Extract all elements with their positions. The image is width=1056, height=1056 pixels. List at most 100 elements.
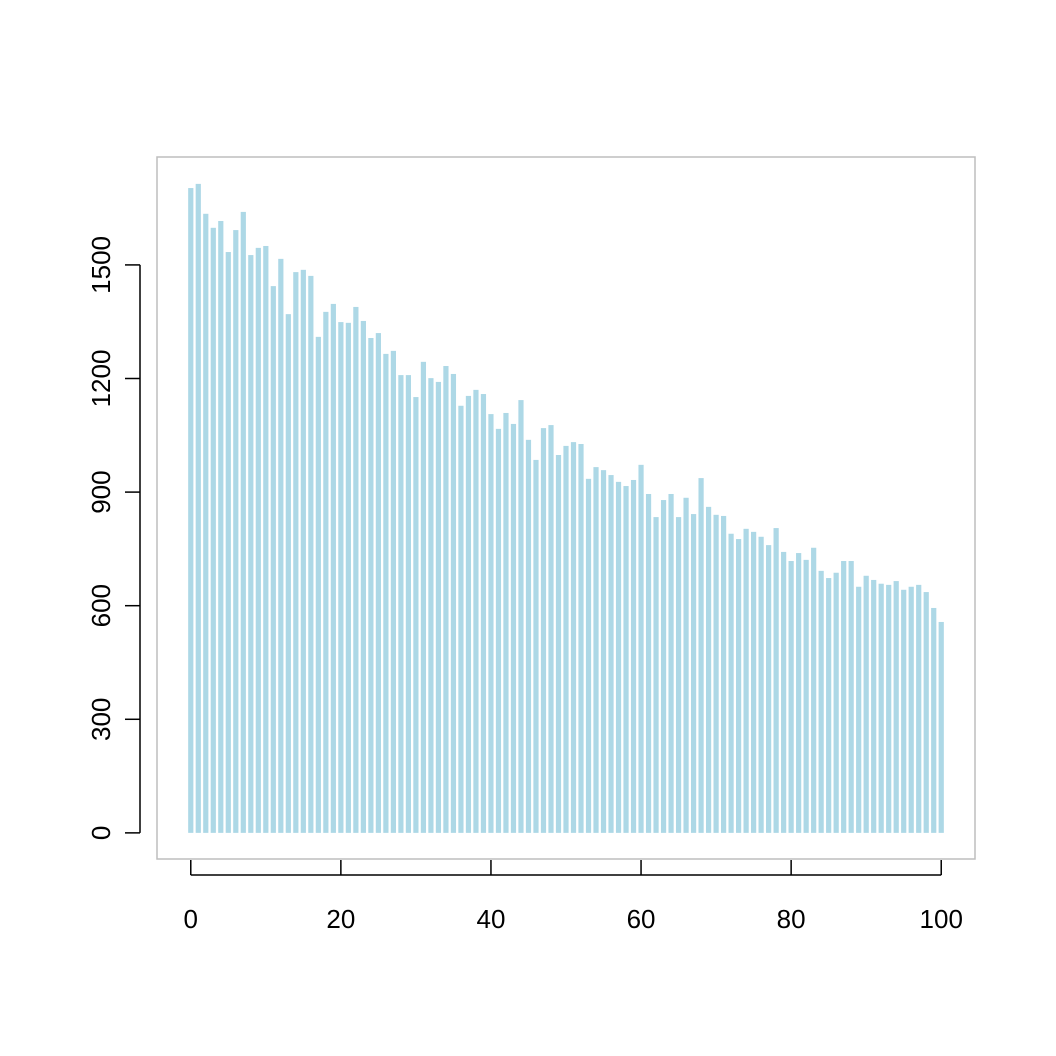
bar: [188, 188, 194, 833]
y-tick-label: 900: [86, 470, 116, 513]
bar: [548, 425, 554, 833]
bar: [420, 361, 427, 833]
bar: [743, 528, 749, 833]
bar: [398, 375, 404, 833]
bar: [600, 470, 607, 833]
bar: [345, 322, 351, 833]
bar: [300, 269, 306, 833]
bar: [683, 497, 689, 833]
bar: [353, 306, 359, 833]
bar: [811, 547, 817, 833]
bar: [916, 584, 922, 833]
bar: [458, 405, 464, 833]
bar: [773, 528, 779, 833]
bar: [608, 475, 614, 833]
bar: [863, 575, 869, 833]
bar: [428, 378, 434, 833]
bar: [623, 486, 629, 833]
bar: [848, 561, 854, 833]
bar: [931, 607, 937, 833]
bar: [878, 583, 884, 833]
bar: [315, 336, 321, 833]
bar: [540, 428, 547, 833]
bar: [218, 220, 224, 833]
bar: [285, 314, 291, 833]
bar: [690, 514, 697, 833]
bar: [263, 245, 269, 833]
bar: [893, 581, 899, 833]
y-tick-label: 1200: [86, 350, 116, 408]
y-tick-label: 600: [86, 584, 116, 627]
bar: [233, 230, 239, 833]
bar: [330, 303, 336, 833]
bar: [473, 389, 479, 833]
bar: [593, 467, 599, 833]
bar: [751, 531, 757, 833]
bar: [698, 478, 704, 833]
bar: [390, 350, 396, 833]
bar: [645, 493, 652, 833]
bar: [713, 514, 719, 833]
bar: [195, 183, 201, 833]
x-tick-label: 20: [326, 904, 355, 934]
bar: [901, 589, 907, 833]
bar: [630, 479, 637, 833]
bar: [338, 322, 344, 833]
bar: [465, 395, 472, 833]
bar: [728, 533, 734, 833]
bar: [255, 247, 261, 833]
x-tick-label: 100: [920, 904, 963, 934]
bar: [705, 506, 712, 833]
bar: [240, 211, 246, 833]
bar: [533, 459, 539, 833]
bar: [803, 559, 809, 833]
bar: [871, 579, 877, 833]
bar: [308, 275, 314, 833]
bar: [788, 561, 794, 833]
bar: [360, 320, 366, 833]
bar: [826, 578, 832, 833]
bar: [758, 536, 764, 833]
x-tick-label: 40: [476, 904, 505, 934]
bar: [323, 311, 329, 833]
bar: [841, 561, 847, 833]
bar: [293, 272, 299, 833]
plot-box: [156, 156, 976, 860]
x-tick-label: 80: [777, 904, 806, 934]
bar: [210, 227, 216, 833]
bar: [525, 439, 532, 833]
bar: [375, 333, 381, 833]
bar: [510, 423, 517, 833]
bar: [248, 255, 254, 833]
bar: [383, 353, 389, 833]
bar: [503, 412, 509, 833]
bar: [203, 213, 209, 833]
bar: [278, 258, 284, 833]
bar: [908, 586, 914, 833]
x-tick-label: 0: [184, 904, 198, 934]
bar: [766, 545, 772, 833]
bar: [653, 517, 659, 833]
bar: [270, 286, 276, 833]
bar: [886, 584, 892, 833]
bar: [675, 517, 682, 833]
bar: [450, 373, 457, 833]
y-tick-label: 1500: [86, 236, 116, 294]
bar: [495, 428, 502, 833]
bar: [555, 454, 562, 833]
bar: [578, 444, 584, 833]
bar: [480, 394, 487, 833]
bar: [563, 445, 569, 833]
bar: [413, 397, 419, 833]
bar: [720, 515, 727, 833]
bar: [368, 337, 374, 833]
y-tick-label: 0: [86, 826, 116, 840]
bar: [615, 481, 622, 833]
bar: [435, 381, 442, 833]
bar: [856, 586, 862, 833]
bar: [938, 621, 944, 833]
bar: [923, 592, 929, 833]
x-tick-label: 60: [627, 904, 656, 934]
